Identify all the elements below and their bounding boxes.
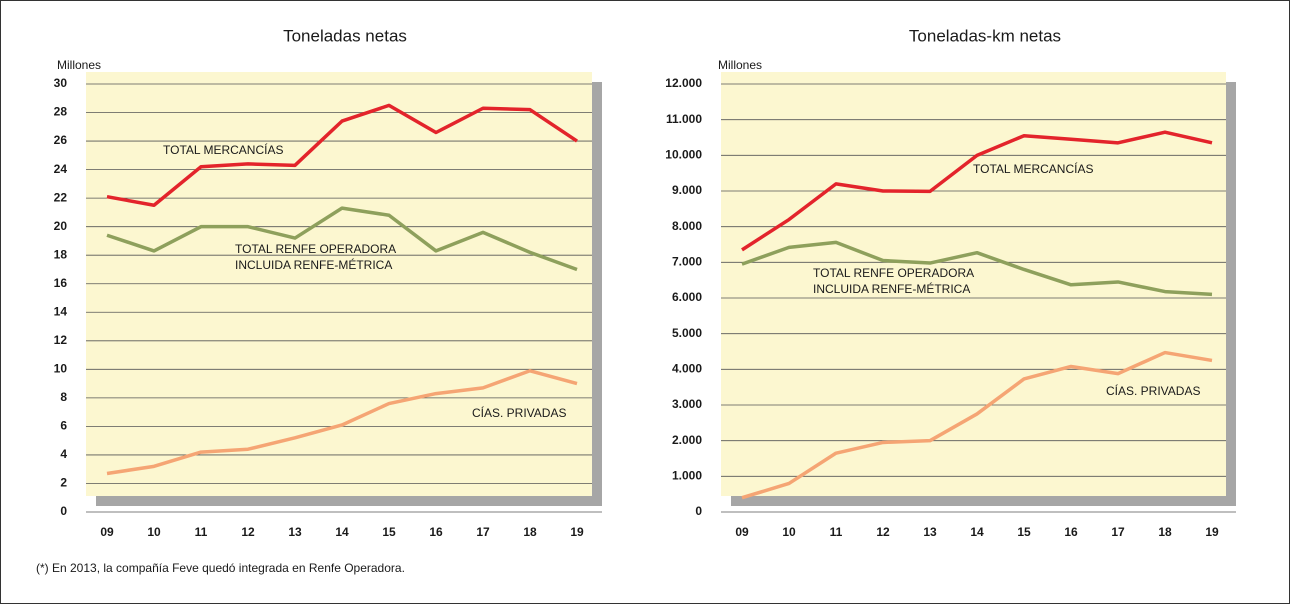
y-tick-label: 2 xyxy=(60,476,67,490)
series-line xyxy=(106,103,578,208)
y-axis-label: Millones xyxy=(57,58,101,72)
series-label: INCLUIDA RENFE-MÉTRICA xyxy=(235,257,392,272)
x-tick-label: 16 xyxy=(1064,525,1078,539)
y-tick-label: 8.000 xyxy=(672,219,702,233)
series-label: TOTAL MERCANCÍAS xyxy=(163,142,283,157)
x-tick-label: 13 xyxy=(923,525,937,539)
y-tick-label: 4.000 xyxy=(672,362,702,376)
y-tick-label: 9.000 xyxy=(672,183,702,197)
y-tick-label: 24 xyxy=(54,162,68,176)
x-tick-label: 15 xyxy=(1017,525,1031,539)
y-tick-label: 4 xyxy=(60,447,67,461)
y-tick-label: 22 xyxy=(54,190,68,204)
series-label: TOTAL MERCANCÍAS xyxy=(973,161,1093,176)
x-tick-label: 12 xyxy=(241,525,255,539)
series-line xyxy=(741,350,1213,500)
y-tick-label: 6.000 xyxy=(672,290,702,304)
x-tick-label: 14 xyxy=(335,525,349,539)
x-tick-label: 14 xyxy=(970,525,984,539)
series-line xyxy=(741,240,1213,297)
y-tick-label: 6 xyxy=(60,419,67,433)
y-tick-label: 5.000 xyxy=(672,326,702,340)
series-line xyxy=(106,369,578,476)
y-tick-label: 10 xyxy=(54,362,68,376)
series-label: CÍAS. PRIVADAS xyxy=(1106,383,1200,398)
y-tick-label: 28 xyxy=(54,105,68,119)
x-tick-label: 10 xyxy=(147,525,161,539)
x-tick-label: 12 xyxy=(876,525,890,539)
y-tick-label: 16 xyxy=(54,276,68,290)
y-tick-label: 10.000 xyxy=(665,148,702,162)
y-tick-label: 11.000 xyxy=(666,112,702,126)
y-tick-label: 8 xyxy=(60,390,67,404)
x-tick-label: 13 xyxy=(288,525,302,539)
x-tick-label: 11 xyxy=(195,525,208,539)
plot-background xyxy=(721,72,1226,496)
series-label: TOTAL RENFE OPERADORA xyxy=(235,242,396,256)
series-label: CÍAS. PRIVADAS xyxy=(472,405,566,420)
y-tick-label: 2.000 xyxy=(672,433,702,447)
x-tick-label: 17 xyxy=(476,525,490,539)
series-label: TOTAL RENFE OPERADORA xyxy=(813,266,974,280)
chart-title: Toneladas netas xyxy=(283,26,407,45)
x-tick-label: 10 xyxy=(782,525,796,539)
y-tick-label: 0 xyxy=(695,504,702,518)
series-line xyxy=(741,130,1213,252)
footnote: (*) En 2013, la compañía Feve quedó inte… xyxy=(36,561,405,575)
chart-title: Toneladas-km netas xyxy=(909,26,1061,45)
x-tick-label: 15 xyxy=(382,525,396,539)
x-tick-label: 18 xyxy=(523,525,537,539)
x-tick-label: 18 xyxy=(1158,525,1172,539)
series-label: INCLUIDA RENFE-MÉTRICA xyxy=(813,281,970,296)
y-tick-label: 12 xyxy=(54,333,68,347)
y-tick-label: 3.000 xyxy=(672,397,702,411)
x-tick-label: 09 xyxy=(735,525,749,539)
series-line xyxy=(106,206,578,272)
y-tick-label: 14 xyxy=(54,304,68,318)
x-tick-label: 19 xyxy=(1205,525,1219,539)
y-tick-label: 20 xyxy=(54,219,68,233)
x-tick-label: 11 xyxy=(830,525,843,539)
x-tick-label: 17 xyxy=(1111,525,1125,539)
y-tick-label: 30 xyxy=(54,76,68,90)
x-tick-label: 19 xyxy=(570,525,584,539)
x-tick-label: 16 xyxy=(429,525,443,539)
y-tick-label: 0 xyxy=(60,504,67,518)
y-tick-label: 12.000 xyxy=(665,76,702,90)
y-tick-label: 26 xyxy=(54,133,68,147)
y-axis-label: Millones xyxy=(718,58,762,72)
y-tick-label: 1.000 xyxy=(672,469,702,483)
y-tick-label: 7.000 xyxy=(672,255,702,269)
x-tick-label: 09 xyxy=(100,525,114,539)
y-tick-label: 18 xyxy=(54,247,68,261)
